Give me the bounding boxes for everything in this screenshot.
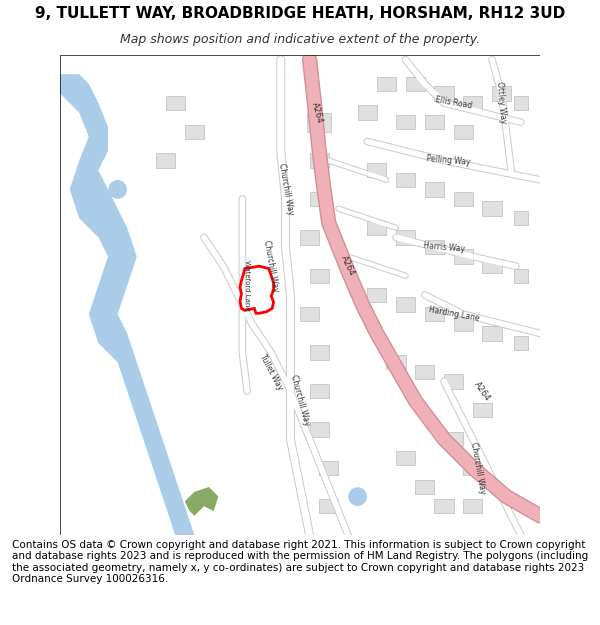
Bar [492, 86, 511, 101]
Bar [482, 201, 502, 216]
Bar [415, 480, 434, 494]
Bar [319, 461, 338, 475]
Bar [425, 240, 444, 254]
Text: Harding Lane: Harding Lane [428, 305, 479, 323]
Text: A264: A264 [340, 254, 356, 278]
Bar [396, 230, 415, 244]
Bar [406, 77, 425, 91]
Text: Churchill Way: Churchill Way [469, 441, 487, 494]
Bar [377, 77, 396, 91]
Text: Harris Way: Harris Way [423, 241, 465, 253]
Bar [463, 461, 482, 475]
Bar [425, 182, 444, 197]
Circle shape [109, 181, 126, 198]
Bar [514, 336, 528, 350]
Text: Contains OS data © Crown copyright and database right 2021. This information is : Contains OS data © Crown copyright and d… [12, 539, 588, 584]
Bar [482, 326, 502, 341]
Text: Ellis Road: Ellis Road [434, 96, 473, 111]
Bar [310, 422, 329, 437]
Circle shape [349, 488, 366, 505]
Bar [482, 259, 502, 273]
Bar [454, 192, 473, 206]
Bar [396, 298, 415, 312]
Text: Ottley Way: Ottley Way [495, 82, 508, 124]
Bar [415, 364, 434, 379]
Bar [454, 124, 473, 139]
Bar [444, 432, 463, 446]
Bar [307, 112, 331, 132]
Text: Pelling Way: Pelling Way [427, 154, 471, 167]
Text: Tullet Way: Tullet Way [258, 352, 284, 391]
Bar [514, 269, 528, 283]
Bar [310, 384, 329, 398]
Text: Wateford Lane: Wateford Lane [244, 260, 250, 311]
Bar [396, 115, 415, 129]
Bar [319, 499, 338, 513]
Bar [166, 96, 185, 110]
Bar [386, 355, 406, 369]
Bar [514, 96, 528, 110]
Bar [454, 249, 473, 264]
Bar [310, 153, 329, 168]
Bar [396, 173, 415, 187]
Bar [367, 163, 386, 177]
Bar [358, 106, 377, 120]
Text: Churchill Way: Churchill Way [277, 162, 295, 216]
Bar [425, 307, 444, 321]
Bar [473, 403, 492, 418]
Bar [396, 451, 415, 466]
Bar [454, 317, 473, 331]
Bar [425, 115, 444, 129]
Bar [434, 86, 454, 101]
Text: Churchill Way: Churchill Way [289, 374, 311, 427]
Text: Churchill Way: Churchill Way [262, 239, 280, 293]
Bar [514, 211, 528, 226]
Bar [367, 221, 386, 235]
Bar [434, 499, 454, 513]
Bar [310, 192, 329, 206]
Bar [310, 346, 329, 360]
Bar [300, 307, 319, 321]
Bar [310, 269, 329, 283]
Bar [463, 499, 482, 513]
Bar [300, 230, 319, 244]
Bar [185, 124, 204, 139]
Bar [156, 153, 175, 168]
Bar [367, 288, 386, 302]
Bar [444, 374, 463, 389]
Text: Map shows position and indicative extent of the property.: Map shows position and indicative extent… [120, 33, 480, 46]
Bar [463, 96, 482, 110]
Polygon shape [60, 74, 194, 535]
Polygon shape [185, 487, 218, 516]
Text: 9, TULLETT WAY, BROADBRIDGE HEATH, HORSHAM, RH12 3UD: 9, TULLETT WAY, BROADBRIDGE HEATH, HORSH… [35, 6, 565, 21]
Text: A264: A264 [473, 379, 492, 402]
Text: A264: A264 [310, 101, 324, 124]
